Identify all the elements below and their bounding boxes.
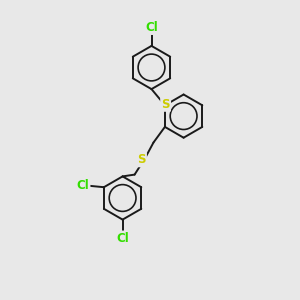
Text: Cl: Cl (145, 21, 158, 34)
Text: Cl: Cl (116, 232, 129, 245)
Text: Cl: Cl (76, 179, 89, 192)
Text: S: S (137, 153, 146, 166)
Text: S: S (161, 98, 170, 111)
